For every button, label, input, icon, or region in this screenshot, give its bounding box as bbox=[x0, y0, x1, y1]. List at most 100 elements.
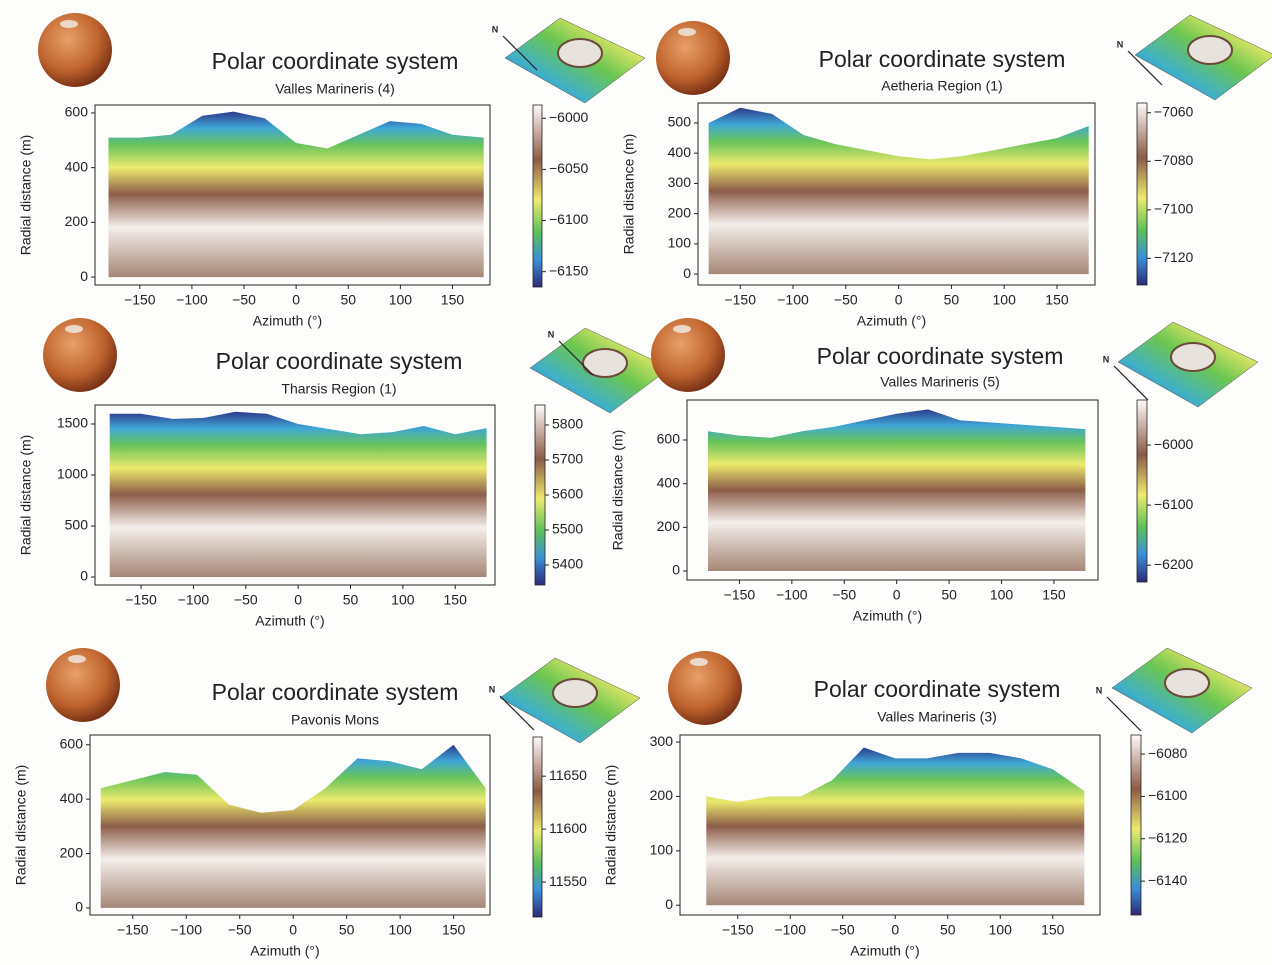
plot-frame bbox=[697, 102, 1096, 286]
x-tick-label: 100 bbox=[989, 922, 1013, 938]
chart-title: Polar coordinate system bbox=[212, 679, 459, 705]
y-tick-label: 300 bbox=[650, 733, 674, 749]
x-tick-label: 100 bbox=[389, 292, 413, 308]
y-tick-label: 500 bbox=[65, 517, 89, 533]
colorbar-tick-label: 11550 bbox=[549, 873, 587, 889]
mars-globe bbox=[46, 648, 120, 722]
y-tick-label: 200 bbox=[60, 844, 84, 860]
elevation-surface bbox=[109, 411, 487, 577]
colorbar-tick-label: −6080 bbox=[1148, 745, 1188, 761]
colorbar bbox=[1136, 399, 1148, 583]
x-tick-label: −150 bbox=[117, 922, 149, 938]
north-label: N bbox=[1117, 39, 1124, 49]
x-tick-label: −100 bbox=[776, 587, 808, 603]
colorbar bbox=[1136, 102, 1148, 286]
y-tick-label: 100 bbox=[650, 842, 674, 858]
x-tick-label: 0 bbox=[893, 587, 901, 603]
colorbar-tick-label: −7060 bbox=[1154, 103, 1194, 119]
chart-subtitle: Pavonis Mons bbox=[291, 712, 379, 728]
x-tick-label: −150 bbox=[722, 922, 754, 938]
x-tick-label: −50 bbox=[234, 592, 258, 608]
y-axis-label: Radial distance (m) bbox=[13, 765, 29, 886]
y-tick-label: 600 bbox=[65, 104, 89, 120]
x-tick-label: 50 bbox=[339, 922, 355, 938]
x-axis-label: Azimuth (°) bbox=[857, 313, 926, 329]
chart-title: Polar coordinate system bbox=[216, 348, 463, 374]
chart-subtitle: Aetheria Region (1) bbox=[881, 78, 1002, 94]
colorbar bbox=[1130, 734, 1142, 916]
elevation-surface bbox=[108, 111, 484, 278]
polar-cap bbox=[65, 325, 83, 333]
x-tick-label: 150 bbox=[1041, 922, 1065, 938]
x-tick-label: 0 bbox=[289, 922, 297, 938]
terrain-peak bbox=[1164, 668, 1210, 698]
colorbar-tick-label: −6000 bbox=[549, 109, 589, 125]
colorbar-tick-label: 5600 bbox=[552, 486, 583, 502]
north-label: N bbox=[1096, 685, 1103, 695]
y-tick-label: 400 bbox=[657, 474, 681, 490]
colorbar-tick-label: −6140 bbox=[1148, 872, 1188, 888]
colorbar-tick-label: −6120 bbox=[1148, 829, 1188, 845]
plot-frame bbox=[89, 734, 491, 916]
elevation-surface bbox=[706, 747, 1085, 906]
north-arrow bbox=[1127, 50, 1163, 86]
polar-cap bbox=[68, 655, 86, 663]
plot-frame bbox=[686, 399, 1099, 581]
colorbar-tick-label: 5700 bbox=[552, 451, 583, 467]
terrain-peak bbox=[1170, 342, 1216, 372]
x-tick-label: 150 bbox=[1045, 292, 1069, 308]
colorbar-tick-label: 5500 bbox=[552, 521, 583, 537]
north-label: N bbox=[492, 24, 499, 34]
y-tick-label: 200 bbox=[650, 787, 674, 803]
y-axis-label: Radial distance (m) bbox=[18, 435, 34, 556]
colorbar-tick-label: −6150 bbox=[549, 262, 589, 278]
x-tick-label: 100 bbox=[391, 592, 415, 608]
y-axis-label: Radial distance (m) bbox=[610, 430, 626, 551]
chart-subtitle: Tharsis Region (1) bbox=[281, 381, 396, 397]
x-tick-label: 150 bbox=[441, 292, 465, 308]
colorbar-tick-label: −7080 bbox=[1154, 152, 1194, 168]
y-axis-label: Radial distance (m) bbox=[18, 135, 34, 256]
north-label: N bbox=[548, 329, 555, 339]
mars-globe bbox=[38, 13, 112, 87]
colorbar-tick-label: −6100 bbox=[549, 211, 589, 227]
north-arrow bbox=[558, 340, 594, 376]
colorbar-tick-label: −6100 bbox=[1154, 496, 1194, 512]
x-tick-label: −100 bbox=[777, 292, 809, 308]
colorbar-tick-label: −7100 bbox=[1154, 200, 1194, 216]
plot-frame bbox=[94, 104, 491, 286]
x-axis-label: Azimuth (°) bbox=[250, 943, 319, 959]
x-tick-label: −150 bbox=[724, 292, 756, 308]
colorbar bbox=[532, 736, 543, 918]
y-tick-label: 400 bbox=[60, 790, 84, 806]
x-axis-label: Azimuth (°) bbox=[853, 608, 922, 624]
colorbar-tick-label: −6100 bbox=[1148, 787, 1188, 803]
colorbar-tick-label: −6200 bbox=[1154, 556, 1194, 572]
chart-title: Polar coordinate system bbox=[814, 676, 1061, 702]
chart-subtitle: Valles Marineris (3) bbox=[877, 709, 997, 725]
x-axis-label: Azimuth (°) bbox=[255, 613, 324, 629]
plot-frame bbox=[94, 404, 496, 586]
elevation-surface bbox=[708, 409, 1086, 571]
x-axis-label: Azimuth (°) bbox=[253, 313, 322, 329]
mars-globe bbox=[43, 318, 117, 392]
terrain-peak bbox=[552, 678, 598, 708]
chart-subtitle: Valles Marineris (5) bbox=[880, 374, 1000, 390]
chart-subtitle: Valles Marineris (4) bbox=[275, 81, 395, 97]
x-tick-label: 50 bbox=[944, 292, 960, 308]
x-tick-label: −150 bbox=[124, 292, 156, 308]
mars-globe bbox=[668, 651, 742, 725]
north-label: N bbox=[489, 684, 496, 694]
x-tick-label: −50 bbox=[232, 292, 256, 308]
chart-title: Polar coordinate system bbox=[819, 46, 1066, 72]
mars-globe bbox=[651, 318, 725, 392]
x-tick-label: 100 bbox=[388, 922, 412, 938]
elevation-surface bbox=[708, 107, 1089, 275]
colorbar bbox=[532, 104, 543, 288]
x-tick-label: 150 bbox=[442, 922, 466, 938]
polar-cap bbox=[60, 20, 78, 28]
y-tick-label: 100 bbox=[668, 235, 692, 251]
y-tick-label: 200 bbox=[65, 213, 89, 229]
x-axis-label: Azimuth (°) bbox=[850, 943, 919, 959]
x-tick-label: −100 bbox=[170, 922, 202, 938]
